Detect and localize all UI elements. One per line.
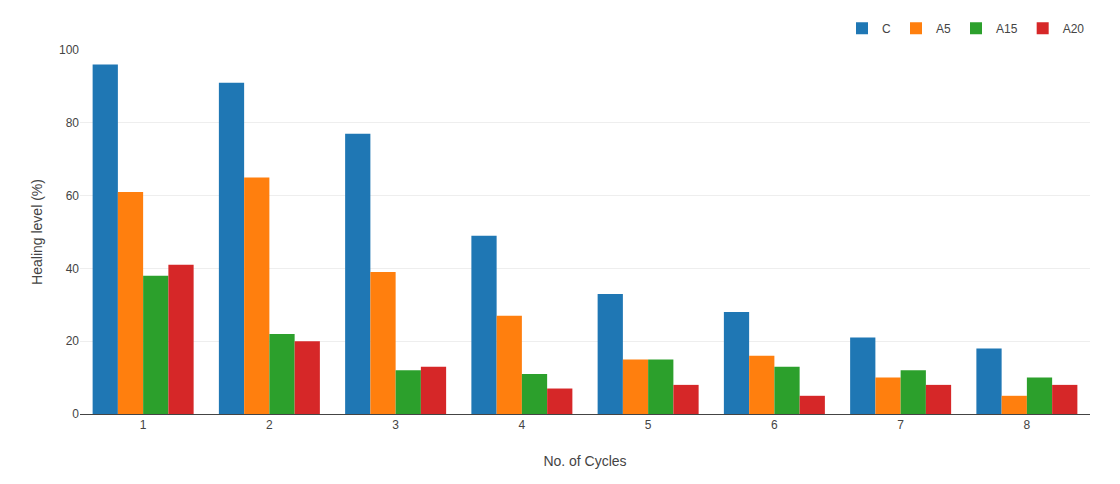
svg-text:A15: A15	[996, 22, 1018, 36]
svg-text:0: 0	[72, 407, 79, 421]
svg-text:A5: A5	[936, 22, 951, 36]
svg-text:8: 8	[1024, 418, 1031, 432]
svg-text:20: 20	[66, 334, 80, 348]
svg-text:A20: A20	[1063, 22, 1085, 36]
svg-text:80: 80	[66, 116, 80, 130]
svg-text:3: 3	[392, 418, 399, 432]
svg-text:40: 40	[66, 262, 80, 276]
svg-text:5: 5	[645, 418, 652, 432]
svg-text:C: C	[882, 22, 891, 36]
svg-text:Healing level (%): Healing level (%)	[29, 179, 45, 285]
svg-text:100: 100	[59, 43, 79, 57]
svg-text:6: 6	[771, 418, 778, 432]
svg-text:1: 1	[140, 418, 147, 432]
svg-text:4: 4	[519, 418, 526, 432]
svg-text:No. of Cycles: No. of Cycles	[543, 453, 626, 469]
svg-text:7: 7	[897, 418, 904, 432]
svg-text:60: 60	[66, 189, 80, 203]
svg-text:2: 2	[266, 418, 273, 432]
